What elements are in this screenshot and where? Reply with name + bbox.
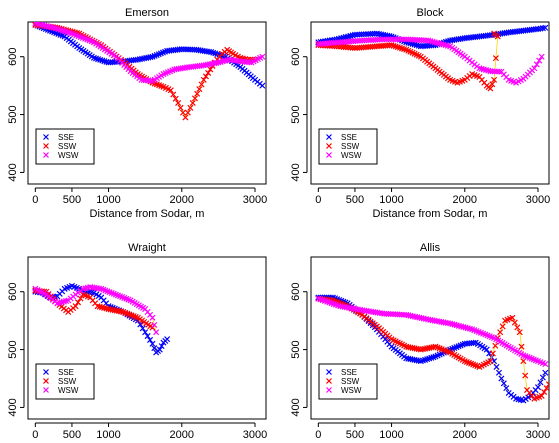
data-point [260, 83, 265, 88]
x-tick-label: 0 [32, 429, 38, 441]
panel-emerson: Emerson 0 500 1000 2000 3000 Distance from Sod… [7, 7, 267, 220]
data-point [154, 330, 159, 335]
x-tick-label: 0 [315, 429, 321, 441]
legend-label: WSW [58, 386, 79, 395]
panel-title: Block [417, 7, 444, 19]
panel-wraight: Wraight0500100020003000Distance from Sod… [7, 242, 267, 443]
x-tick-label: 0 [32, 194, 38, 206]
data-point [512, 320, 517, 325]
data-point [500, 324, 505, 329]
data-point [188, 105, 193, 110]
x-axis-label: Distance from Sodar, m [90, 208, 205, 220]
data-point [543, 370, 548, 375]
x-axis-label: Distance from Sodar, m [373, 208, 488, 220]
y-tick-label: 500 [7, 340, 19, 358]
data-point [150, 315, 155, 320]
x-tick-label: 1000 [96, 429, 120, 441]
x-tick-label: 500 [63, 429, 81, 441]
y-tick-label: 400 [7, 163, 19, 181]
panel-title: Wraight [128, 242, 166, 254]
x-tick-label: 500 [346, 194, 364, 206]
panel-allis: Allis0500100020003000Distance from Sodar… [290, 242, 552, 443]
legend-label: SSW [341, 377, 360, 386]
data-point [501, 381, 506, 386]
data-point [185, 110, 190, 115]
x-tick-label: 500 [63, 194, 81, 206]
series-wsw [33, 284, 159, 334]
data-point [535, 385, 540, 390]
data-area [33, 21, 265, 121]
y-tick-label: 400 [290, 163, 302, 181]
data-point [496, 370, 501, 375]
legend-label: SSW [341, 142, 360, 151]
data-point [498, 330, 503, 335]
x-tick-label: 1000 [379, 194, 403, 206]
data-point [165, 337, 170, 342]
legend-label: WSW [341, 386, 362, 395]
panel-title: Emerson [125, 7, 169, 19]
series-wsw [316, 37, 545, 86]
data-point [540, 375, 545, 380]
y-tick-label: 500 [290, 105, 302, 123]
x-tick-label: 3000 [526, 429, 550, 441]
x-tick-label: 1000 [96, 194, 120, 206]
legend-label: WSW [58, 151, 79, 160]
x-tick-label: 2000 [453, 429, 477, 441]
x-tick-label: 3000 [243, 194, 267, 206]
x-tick-label: 2000 [170, 429, 194, 441]
panel-title: Allis [420, 242, 441, 254]
y-tick-label: 400 [7, 398, 19, 416]
legend-label: SSE [341, 133, 357, 142]
x-tick-label: 1000 [379, 429, 403, 441]
data-area [33, 283, 170, 355]
data-point [493, 343, 498, 348]
data-point [538, 380, 543, 385]
y-tick-label: 500 [7, 105, 19, 123]
x-tick-label: 2000 [170, 194, 194, 206]
legend-label: WSW [341, 151, 362, 160]
legend: SSESSWWSW [36, 129, 94, 164]
data-point [499, 376, 504, 381]
x-tick-label: 0 [315, 194, 321, 206]
legend-label: SSE [58, 133, 74, 142]
legend-label: SSE [58, 368, 74, 377]
y-tick-label: 600 [290, 283, 302, 301]
data-point [178, 105, 183, 110]
legend-label: SSW [58, 377, 77, 386]
data-point [494, 364, 499, 369]
data-point [183, 115, 188, 120]
legend: SSESSWWSW [319, 364, 377, 399]
y-tick-label: 400 [290, 398, 302, 416]
data-point [504, 386, 509, 391]
data-point [152, 322, 157, 327]
x-tick-label: 500 [346, 429, 364, 441]
y-tick-label: 500 [290, 340, 302, 358]
data-point [515, 325, 520, 330]
data-area [316, 25, 548, 91]
y-tick-label: 600 [290, 48, 302, 66]
y-tick-label: 600 [7, 48, 19, 66]
y-tick-label: 600 [7, 283, 19, 301]
x-tick-label: 2000 [453, 194, 477, 206]
data-point [180, 110, 185, 115]
panel-block: Block 0 500 1000 2000 3000 Distance from Sodar… [290, 7, 550, 220]
legend-label: SSW [58, 142, 77, 151]
x-tick-label: 3000 [526, 194, 550, 206]
legend-label: SSE [341, 368, 357, 377]
x-tick-label: 3000 [243, 429, 267, 441]
